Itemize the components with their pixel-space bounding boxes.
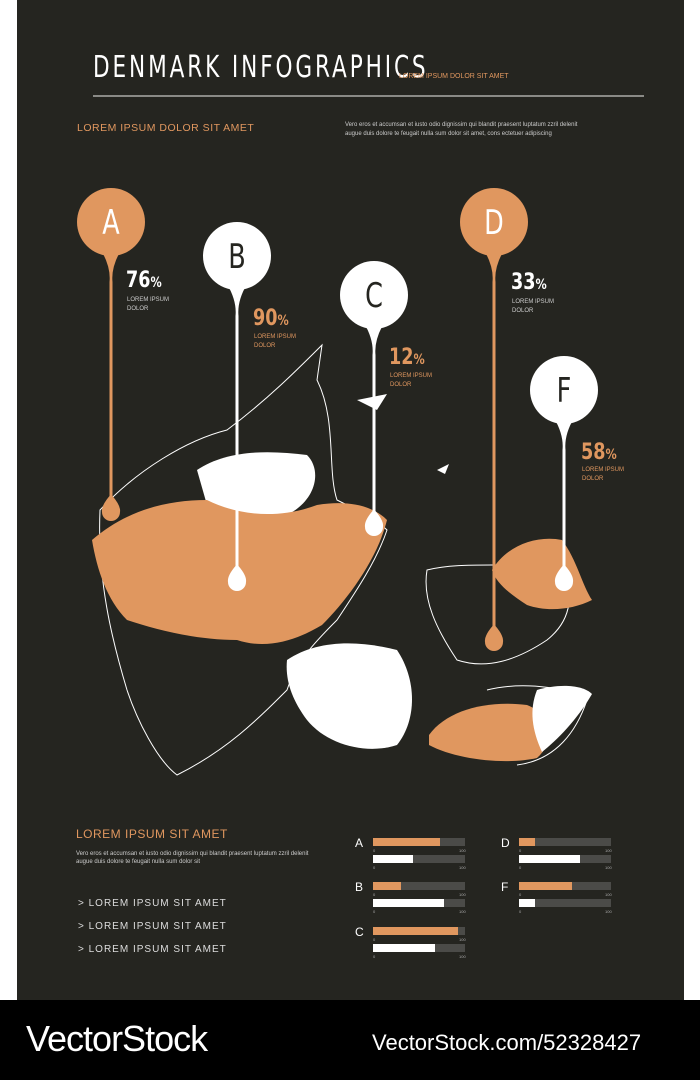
- map-region-lolland: [429, 703, 550, 762]
- bar-tick-label: 100: [605, 865, 612, 870]
- pin-c: C: [340, 261, 408, 536]
- list-item: > LOREM IPSUM SIT AMET: [78, 921, 227, 932]
- pin-b: B: [203, 222, 271, 591]
- bar-fill: [519, 882, 573, 890]
- bar-b-white: [373, 899, 465, 907]
- bar-a-orange: [373, 838, 465, 846]
- bar-tick-label: 100: [459, 937, 466, 942]
- infographic-poster: DENMARK INFOGRAPHICS LOREM IPSUM DOLOR S…: [17, 0, 684, 1000]
- pin-letter: A: [102, 203, 120, 243]
- bar-fill: [373, 882, 401, 890]
- bar-fill: [519, 899, 535, 907]
- bar-f-orange: [519, 882, 611, 890]
- map-region-north: [197, 452, 316, 521]
- bar-tick-label: 100: [605, 892, 612, 897]
- bar-tick-label: 0: [519, 865, 522, 870]
- pin-letter: B: [228, 237, 246, 277]
- pin-a-label: LOREM IPSUM DOLOR: [127, 297, 170, 312]
- bar-group-label: C: [355, 925, 364, 939]
- page-title: DENMARK INFOGRAPHICS: [93, 50, 429, 85]
- map-outline: [99, 343, 388, 776]
- divider: [93, 95, 644, 97]
- watermark-bar: VectorStock VectorStock.com/52328427: [0, 1000, 700, 1080]
- bar-tick-label: 0: [373, 865, 376, 870]
- pin-d-value: 33%: [511, 270, 547, 295]
- bar-group-label: B: [355, 880, 364, 894]
- bar-tick-label: 100: [605, 909, 612, 914]
- pin-letter: C: [365, 276, 383, 316]
- bar-group-label: A: [355, 836, 364, 850]
- bar-tick-label: 100: [459, 892, 466, 897]
- bar-tick-label: 100: [459, 865, 466, 870]
- map-region-zealand: [492, 538, 592, 610]
- denmark-map: [92, 343, 592, 776]
- bar-group-label: D: [501, 836, 510, 850]
- bar-fill: [373, 927, 458, 935]
- map-region-falster: [532, 685, 592, 752]
- watermark-id: VectorStock.com/52328427: [372, 1030, 642, 1055]
- pin-f: F: [530, 356, 598, 591]
- bar-tick-label: 0: [373, 937, 376, 942]
- bar-fill: [373, 855, 413, 863]
- bar-tick-label: 0: [519, 892, 522, 897]
- pin-c-label: LOREM IPSUM DOLOR: [390, 373, 433, 388]
- bar-tick-label: 100: [459, 909, 466, 914]
- list-item: > LOREM IPSUM SIT AMET: [78, 898, 227, 909]
- bar-fill: [373, 838, 441, 846]
- pin-f-label: LOREM IPSUM DOLOR: [582, 467, 625, 482]
- bar-b-orange: [373, 882, 465, 890]
- bar-fill: [519, 855, 580, 863]
- footer-text: Vero eros et accumsan et iusto odio dign…: [76, 851, 309, 865]
- footer-heading: LOREM IPSUM SIT AMET: [76, 827, 228, 841]
- bar-c-orange: [373, 927, 465, 935]
- pin-d-label: LOREM IPSUM DOLOR: [512, 299, 555, 314]
- watermark-logo: VectorStock: [26, 1018, 208, 1059]
- pin-b-label: LOREM IPSUM DOLOR: [254, 334, 297, 349]
- pin-a: A: [77, 188, 145, 521]
- bar-tick-label: 0: [373, 848, 376, 853]
- bar-tick-label: 0: [373, 954, 376, 959]
- bar-fill: [519, 838, 535, 846]
- pin-markers: A B C D F: [77, 188, 598, 651]
- bar-f-white: [519, 899, 611, 907]
- pin-d: D: [460, 188, 528, 651]
- bar-tick-label: 0: [519, 848, 522, 853]
- bar-group-label: F: [501, 880, 509, 894]
- tagline: LOREM IPSUM DOLOR SIT AMET: [399, 73, 509, 80]
- pin-f-value: 58%: [581, 440, 617, 465]
- pin-c-value: 12%: [389, 345, 425, 370]
- bar-tick-label: 0: [373, 909, 376, 914]
- bar-fill: [373, 944, 435, 952]
- subtitle: LOREM IPSUM DOLOR SIT AMET: [77, 122, 255, 134]
- list-item: > LOREM IPSUM SIT AMET: [78, 944, 227, 955]
- bar-tick-label: 0: [373, 892, 376, 897]
- bar-d-orange: [519, 838, 611, 846]
- bar-tick-label: 100: [605, 848, 612, 853]
- bar-c-white: [373, 944, 465, 952]
- bar-d-white: [519, 855, 611, 863]
- pin-letter: F: [557, 371, 572, 411]
- pin-letter: D: [484, 203, 504, 243]
- map-island: [357, 394, 449, 474]
- bar-tick-label: 100: [459, 954, 466, 959]
- bar-tick-label: 100: [459, 848, 466, 853]
- bar-fill: [373, 899, 444, 907]
- bar-tick-label: 0: [519, 909, 522, 914]
- intro-text: Vero eros et accumsan et iusto odio dign…: [345, 122, 578, 137]
- map-region-funen: [286, 643, 412, 749]
- bar-a-white: [373, 855, 465, 863]
- pin-a-value: 76%: [126, 268, 162, 293]
- pin-b-value: 90%: [253, 306, 289, 331]
